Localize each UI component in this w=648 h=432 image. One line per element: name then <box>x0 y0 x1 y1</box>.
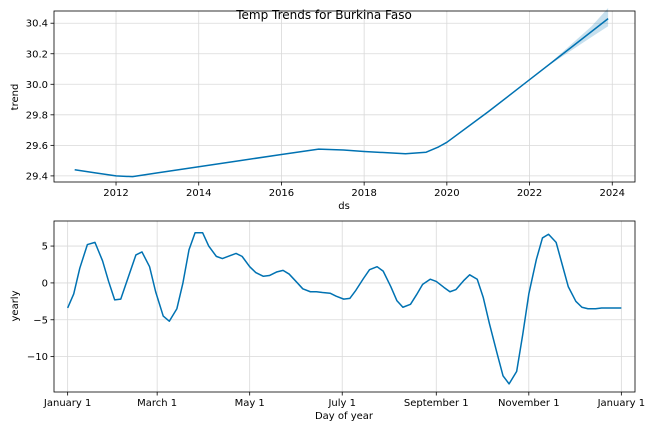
yearly-grid <box>54 221 635 392</box>
chart-title: Temp Trends for Burkina Faso <box>235 8 412 22</box>
yearly-y-tick-label: 0 <box>42 278 48 289</box>
yearly-panel: January 1 March 1 May 1 July 1 September 1 No… <box>10 220 645 422</box>
trend-x-tick-label: 2020 <box>434 188 459 199</box>
yearly-x-tick-label: May 1 <box>235 398 265 409</box>
trend-x-tick-label: 2018 <box>351 188 376 199</box>
trend-y-axis-label: trend <box>10 84 21 111</box>
yearly-x-tick-label: March 1 <box>137 398 177 409</box>
yearly-y-tick-label: −5 <box>33 315 48 326</box>
trend-y-tick-label: 29.6 <box>26 141 48 152</box>
trend-y-ticks: 29.4 29.6 29.8 30.0 30.2 30.4 <box>26 19 54 182</box>
yearly-y-tick-label: −10 <box>27 352 48 363</box>
yearly-x-tick-label: January 1 <box>597 398 645 409</box>
yearly-x-tick-label: January 1 <box>43 398 91 409</box>
trend-x-tick-label: 2014 <box>186 188 211 199</box>
trend-uncertainty-band <box>550 7 609 65</box>
trend-y-tick-label: 30.2 <box>26 49 48 60</box>
trend-line <box>74 18 609 178</box>
trend-plot-frame <box>53 10 636 183</box>
trend-x-tick-label: 2022 <box>517 188 542 199</box>
trend-x-tick-label: 2016 <box>269 188 294 199</box>
yearly-x-ticks: January 1 March 1 May 1 July 1 September 1 No… <box>43 392 645 409</box>
trend-grid <box>54 11 635 182</box>
trend-y-tick-label: 30.0 <box>26 80 48 91</box>
yearly-x-tick-label: July 1 <box>327 398 356 409</box>
trend-x-axis-label: ds <box>338 201 350 212</box>
trend-y-tick-label: 29.8 <box>26 110 48 121</box>
yearly-line <box>66 232 622 385</box>
yearly-y-axis-label: yearly <box>10 290 21 321</box>
yearly-y-tick-label: 5 <box>42 242 48 253</box>
trend-x-tick-label: 2024 <box>600 188 625 199</box>
yearly-x-tick-label: September 1 <box>404 398 469 409</box>
trend-x-tick-label: 2012 <box>103 188 128 199</box>
yearly-y-ticks: 5 0 −5 −10 <box>27 242 54 363</box>
yearly-x-tick-label: November 1 <box>498 398 560 409</box>
trend-y-tick-label: 30.4 <box>26 19 48 30</box>
yearly-plot-frame <box>53 220 636 393</box>
trend-panel: 2012 2014 2016 2018 2020 2022 2024 29.429.629.… <box>10 7 636 212</box>
trend-x-ticks: 2012 2014 2016 2018 2020 2022 2024 <box>103 182 625 199</box>
trend-y-tick-label: 29.4 <box>26 171 48 182</box>
yearly-x-axis-label: Day of year <box>315 411 374 422</box>
